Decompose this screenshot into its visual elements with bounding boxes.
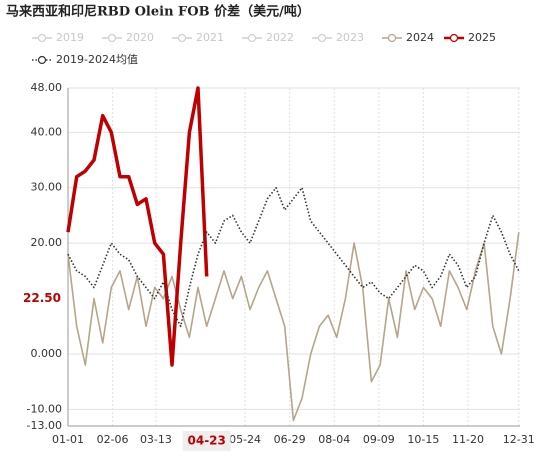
x-tick-label: 12-31	[503, 433, 535, 446]
y-tick-label: 48.00	[31, 81, 63, 94]
x-tick-label: 06-29	[274, 433, 306, 446]
legend-marker	[317, 33, 327, 43]
legend-marker	[247, 33, 257, 43]
legend-inactive: 2019	[56, 31, 84, 44]
date-badge	[182, 431, 231, 451]
x-tick-label: 03-13	[140, 433, 172, 446]
y-tick-label: 30.00	[31, 181, 63, 194]
legend-inactive: 2022	[266, 31, 294, 44]
legend-inactive: 2023	[336, 31, 364, 44]
series-line	[66, 86, 209, 367]
legend-marker	[37, 55, 47, 65]
y-tick-label: 20.00	[31, 236, 63, 249]
value-badge	[18, 289, 66, 308]
x-tick-label: 01-01	[52, 433, 84, 446]
x-tick-label: 02-06	[97, 433, 129, 446]
date-annotation: 04-23	[188, 434, 226, 448]
y-tick-label: -10.00	[27, 402, 62, 415]
legend-marker	[37, 33, 47, 43]
legend-inactive: 2020	[126, 31, 154, 44]
legend-inactive: 2021	[196, 31, 224, 44]
chart-title: 马来西亚和印尼RBD Olein FOB 价差（美元/吨）	[6, 4, 310, 20]
x-tick-label: 11-20	[452, 433, 484, 446]
legend-label: 2019-2024均值	[56, 53, 138, 66]
legend-marker	[387, 33, 397, 43]
legend-label: 2025	[468, 31, 496, 44]
legend-marker	[177, 33, 187, 43]
y-tick-label: -13.00	[27, 419, 62, 432]
x-tick-label: 05-24	[229, 433, 261, 446]
x-tick-label: 10-15	[407, 433, 439, 446]
x-tick-label: 09-09	[363, 433, 395, 446]
series-line	[67, 231, 520, 422]
legend-marker	[107, 33, 117, 43]
legend-marker	[449, 33, 459, 43]
x-tick-label: 08-04	[318, 433, 350, 446]
series-line	[67, 186, 520, 328]
y-tick-label: 0.000	[31, 347, 63, 360]
y-tick-label: 40.00	[31, 125, 63, 138]
value-annotation: 22.50	[23, 291, 61, 305]
legend-label: 2024	[406, 31, 434, 44]
